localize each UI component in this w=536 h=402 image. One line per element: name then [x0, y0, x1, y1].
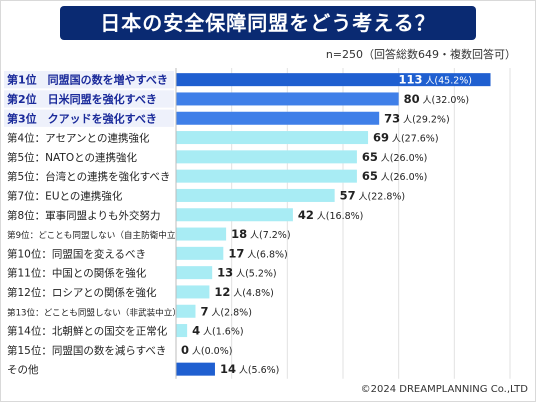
bar	[176, 169, 357, 183]
category-label: 第15位：同盟国の数を減らすべき	[7, 344, 166, 357]
bar	[176, 304, 196, 318]
value-label: 4 人(1.6%)	[192, 324, 243, 338]
bar	[176, 150, 357, 164]
top-rank-band	[4, 71, 174, 89]
bar	[176, 362, 215, 376]
category-label: 第9位：どことも同盟しない（自主防衛中立）	[7, 229, 184, 241]
category-label: 第2位 日米同盟を強化すべき	[7, 92, 157, 106]
value-label: 73 人(29.2%)	[384, 111, 449, 125]
value-label: 69 人(27.6%)	[373, 131, 438, 145]
category-label: 第8位：軍事同盟よりも外交努力	[7, 209, 160, 222]
value-label: 65 人(26.0%)	[362, 150, 427, 164]
value-label: 42 人(16.8%)	[298, 208, 363, 222]
category-label: 第12位：ロシアとの関係を強化	[7, 286, 157, 299]
bar	[176, 227, 227, 241]
category-label: 第5位：台湾との連携を強化すべき	[7, 170, 170, 183]
bar	[176, 208, 293, 222]
bar	[176, 111, 380, 125]
category-label: その他	[7, 363, 39, 376]
value-label: 57 人(22.8%)	[340, 188, 405, 202]
bar	[176, 92, 399, 106]
category-label: 第14位：北朝鮮との国交を正常化	[7, 325, 168, 338]
category-label: 第4位：アセアンとの連携強化	[7, 132, 150, 145]
category-label: 第3位 クアッドを強化すべき	[7, 111, 157, 125]
category-label: 第13位：どことも同盟しない（非武装中立）	[7, 306, 181, 318]
bar	[176, 246, 224, 260]
copyright-footer: ©2024 DREAMPLANNING Co.,LTD	[360, 384, 528, 395]
value-label: 65 人(26.0%)	[362, 169, 427, 183]
bar	[176, 188, 335, 202]
category-label: 第7位：EUとの連携強化	[7, 189, 123, 202]
bar	[176, 131, 369, 145]
value-label: 7 人(2.8%)	[200, 304, 251, 318]
bar	[176, 285, 210, 299]
category-label: 第5位：NATOとの連携強化	[7, 151, 137, 164]
value-label: 14 人(5.6%)	[220, 362, 279, 376]
value-label: 17 人(6.8%)	[228, 246, 287, 260]
bar	[176, 266, 213, 280]
value-label: 80 人(32.0%)	[404, 92, 469, 106]
chart-title: 日本の安全保障同盟をどう考える？	[100, 11, 436, 35]
value-label: 18 人(7.2%)	[231, 227, 290, 241]
value-label: 113 人(45.2%)	[399, 73, 472, 87]
top-rank-band	[4, 109, 174, 127]
top-rank-band	[4, 90, 174, 108]
value-label: 13 人(5.2%)	[217, 266, 276, 280]
chart-subtitle: n=250（回答総数649・複数回答可）	[325, 48, 516, 61]
category-label: 第10位：同盟国を変えるべき	[7, 247, 146, 260]
bar	[176, 324, 188, 338]
category-label: 第1位 同盟国の数を増やすべき	[7, 73, 168, 87]
category-label: 第11位：中国との関係を強化	[7, 267, 147, 280]
bar	[176, 73, 491, 87]
title-banner: 日本の安全保障同盟をどう考える？	[60, 6, 476, 40]
value-label: 0 人(0.0%)	[181, 343, 232, 357]
value-label: 12 人(4.8%)	[214, 285, 273, 299]
